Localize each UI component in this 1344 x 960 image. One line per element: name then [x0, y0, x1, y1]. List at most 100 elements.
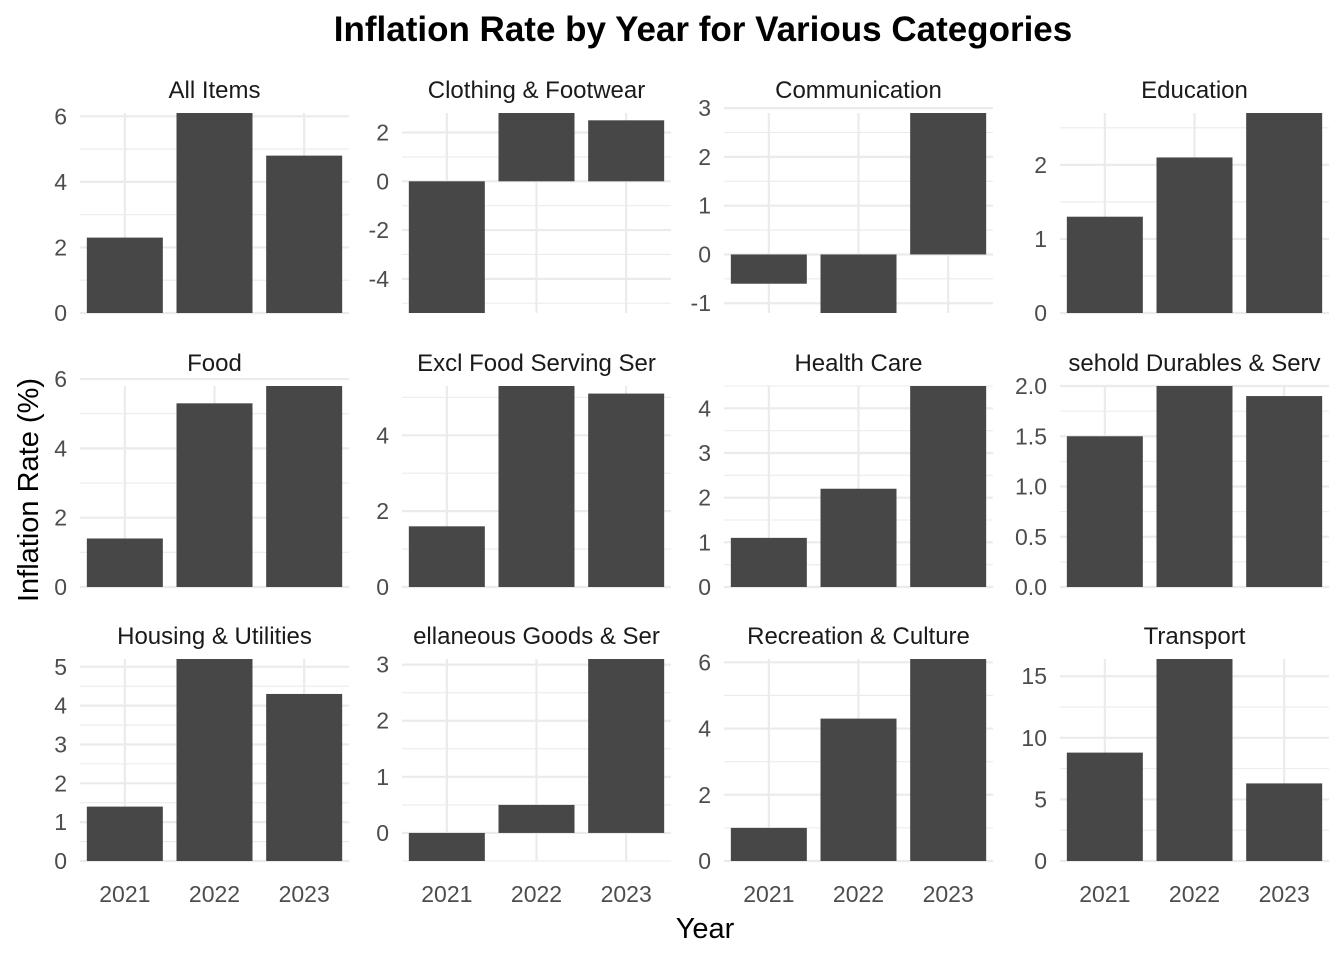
bar	[820, 254, 897, 313]
facet-strip-label: Education	[1141, 77, 1248, 104]
y-tick-label: 0.0	[1015, 574, 1047, 600]
bar	[498, 386, 575, 587]
chart-title: Inflation Rate by Year for Various Categ…	[334, 10, 1072, 49]
y-tick-label: 0	[698, 241, 711, 267]
y-tick-label: 15	[1021, 663, 1047, 689]
y-tick-label: 3	[376, 652, 389, 678]
y-tick-label: 6	[698, 649, 711, 675]
facet-panel: Housing & Utilities 0 1 2 3 4 5 2021 2022 2023	[54, 623, 349, 907]
bar	[1066, 216, 1143, 313]
y-tick-label: 1	[1034, 226, 1047, 252]
y-tick-label: 4	[698, 716, 711, 742]
y-tick-label: 2.0	[1015, 373, 1047, 399]
y-tick-label: 0	[1034, 848, 1047, 874]
bar	[498, 804, 575, 833]
y-tick-label: 3	[698, 440, 711, 466]
y-tick-label: 0	[54, 574, 67, 600]
x-axis-title: Year	[676, 913, 735, 945]
facet-strip-label: Clothing & Footwear	[428, 77, 645, 104]
bar	[910, 659, 987, 861]
y-tick-label: 2	[54, 234, 67, 260]
bar	[1156, 386, 1233, 587]
bar	[730, 827, 807, 861]
bar	[266, 155, 343, 313]
x-tick-label: 2022	[1169, 881, 1220, 907]
x-tick-label: 2022	[833, 881, 884, 907]
y-tick-label: 0	[376, 574, 389, 600]
bar	[910, 386, 987, 587]
bar	[1066, 752, 1143, 861]
y-tick-label: 0	[1034, 300, 1047, 326]
y-tick-label: 4	[376, 422, 389, 448]
facet-panel: All Items 0 2 4 6	[54, 77, 349, 326]
bar	[266, 693, 343, 861]
facet-panel: Food 0 2 4 6	[54, 350, 349, 600]
bar	[588, 659, 665, 833]
y-tick-label: 3	[54, 731, 67, 757]
y-tick-label: 5	[54, 654, 67, 680]
facet-strip-label: Housing & Utilities	[117, 623, 312, 650]
bar	[1156, 659, 1233, 861]
y-tick-label: 2	[698, 485, 711, 511]
x-tick-label: 2021	[743, 881, 794, 907]
bar	[408, 181, 485, 313]
bar	[820, 718, 897, 861]
facet-strip-label: ellaneous Goods & Ser	[413, 623, 660, 650]
facet-panel: sehold Durables & Serv 0.0 0.5 1.0 1.5 2.0	[1015, 350, 1329, 600]
y-tick-label: 0	[376, 168, 389, 194]
y-tick-label: -4	[369, 266, 390, 292]
y-tick-label: 3	[698, 95, 711, 121]
facet-strip-label: Transport	[1144, 623, 1246, 650]
facet-strip-label: Health Care	[794, 350, 922, 377]
bar	[588, 393, 665, 587]
bar	[588, 120, 665, 182]
y-tick-label: 0	[376, 820, 389, 846]
bar	[176, 403, 253, 587]
facet-panel: ellaneous Goods & Ser 0 1 2 3 2021 2022 2023	[376, 623, 671, 907]
y-tick-label: 0	[54, 300, 67, 326]
y-tick-label: 2	[376, 498, 389, 524]
y-tick-label: 4	[54, 693, 67, 719]
y-tick-label: 2	[376, 120, 389, 146]
y-tick-label: 4	[698, 395, 711, 421]
y-tick-label: 0	[698, 848, 711, 874]
y-tick-label: 2	[698, 782, 711, 808]
y-tick-label: 0	[698, 574, 711, 600]
bar	[1066, 436, 1143, 587]
facet-panel: Communication -1 0 1 2 3	[691, 77, 993, 316]
y-tick-label: 0.5	[1015, 524, 1047, 550]
bar	[1246, 783, 1323, 861]
facet-panel: Health Care 0 1 2 3 4	[698, 350, 993, 600]
y-tick-label: -1	[691, 290, 711, 316]
bar	[86, 806, 163, 861]
y-tick-label: 2	[1034, 152, 1047, 178]
bar	[176, 659, 253, 861]
y-tick-label: 5	[1034, 786, 1047, 812]
x-tick-label: 2023	[279, 881, 330, 907]
bar	[176, 113, 253, 313]
y-tick-label: 0	[54, 848, 67, 874]
x-tick-label: 2023	[1259, 881, 1310, 907]
bar	[1246, 113, 1323, 313]
bar	[86, 538, 163, 587]
y-tick-label: 4	[54, 435, 67, 461]
y-tick-label: -2	[369, 217, 389, 243]
facet-panel: Transport 0 5 10 15 2021 2022 2023	[1021, 623, 1329, 907]
facet-strip-label: Recreation & Culture	[747, 623, 970, 650]
y-tick-label: 1.5	[1015, 423, 1047, 449]
x-tick-label: 2021	[1079, 881, 1130, 907]
x-tick-label: 2023	[923, 881, 974, 907]
x-tick-label: 2022	[189, 881, 240, 907]
bar	[498, 113, 575, 182]
y-tick-label: 4	[54, 169, 67, 195]
y-tick-label: 1	[376, 764, 389, 790]
facet-panel: Education 0 1 2	[1034, 77, 1329, 326]
bar	[86, 237, 163, 313]
y-tick-label: 1	[698, 529, 711, 555]
y-tick-label: 2	[698, 144, 711, 170]
x-tick-label: 2021	[99, 881, 150, 907]
facet-panel: Excl Food Serving Ser 0 2 4	[376, 350, 671, 600]
facet-strip-label: All Items	[168, 77, 260, 104]
